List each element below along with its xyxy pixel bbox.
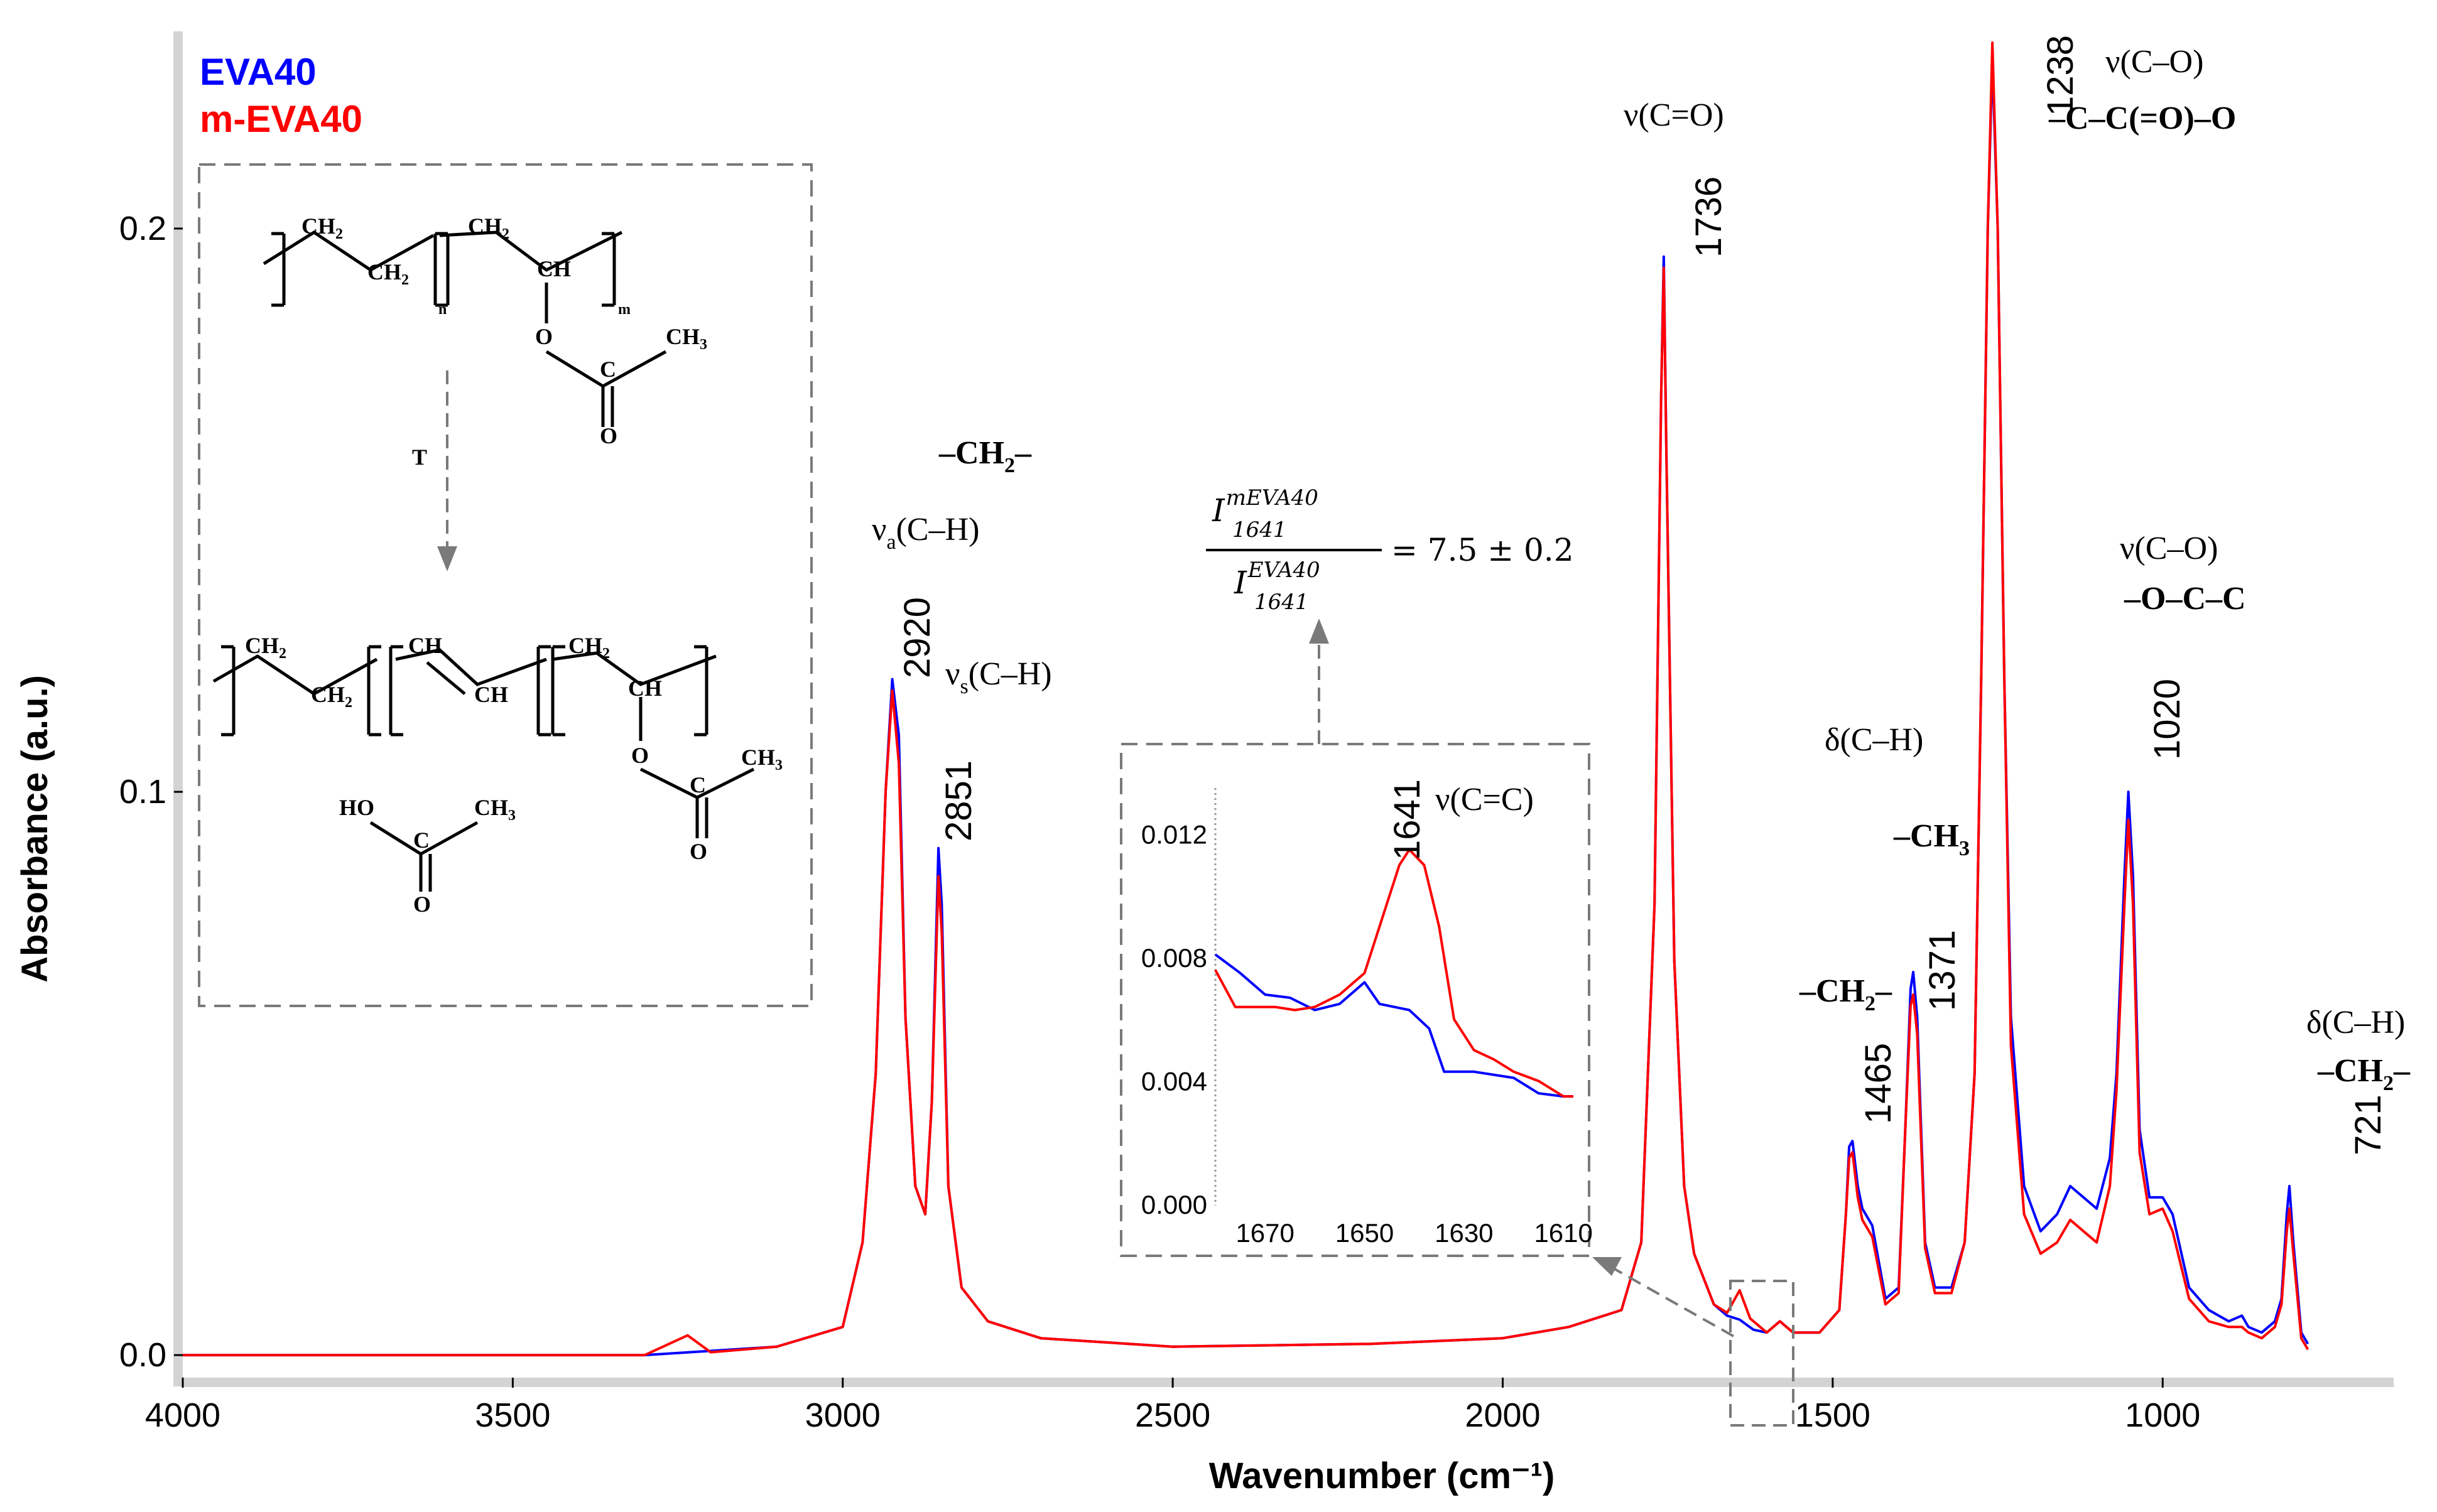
annotation-ester-group: –C–C(=O)–O	[2048, 100, 2236, 136]
scheme-label-ch2-6: CH2	[568, 633, 610, 662]
legend-entry-eva40: EVA40	[200, 51, 317, 93]
scheme-label-ch2-1: CH2	[301, 213, 343, 242]
inset-ticks: 1670 1650 1630 1610 0.000 0.004 0.008 0.012	[1141, 820, 1593, 1248]
annotation-nu-s-ch: νs(C–H)	[945, 656, 1052, 698]
annotation-nu-a-ch: νa(C–H)	[872, 512, 979, 554]
scheme-label-c-1: C	[600, 357, 616, 382]
series-layer	[183, 41, 2309, 1357]
bottom-axis-bar	[183, 1378, 2394, 1387]
annotation-ch2-top: –CH2–	[938, 435, 1032, 477]
peak-labels: 2920 2851 1736 1465 1371 1238 1020 721	[897, 35, 2389, 1155]
scheme-label-o-5: O	[413, 892, 431, 917]
scheme-label-ho: HO	[339, 795, 374, 820]
band-annotations: –CH2– νa(C–H) νs(C–H) ν(C=O) ν(C–O) –C–C…	[872, 44, 2411, 1095]
scheme-heat-arrow	[437, 370, 457, 571]
y-axis-label: Absorbance (a.u.)	[14, 675, 55, 983]
inset-annotation-nu-cc: ν(C=C)	[1435, 782, 1534, 818]
peak-label-1238: 1238	[2040, 35, 2081, 116]
inset-x-tick-label-1610: 1610	[1534, 1218, 1592, 1248]
y-axis-ticks: 0.0 0.1 0.2	[119, 210, 183, 1374]
inset-peak-label-1641: 1641	[1387, 779, 1428, 860]
x-tick-label-3000: 3000	[805, 1396, 881, 1434]
peak-label-2851: 2851	[938, 760, 979, 841]
peak-label-1465: 1465	[1858, 1043, 1899, 1124]
inset-y-tick-label-0.012: 0.012	[1141, 820, 1207, 850]
peak-label-721: 721	[2348, 1094, 2389, 1155]
scheme-label-ch3-2: CH3	[741, 745, 783, 774]
peak-label-2920: 2920	[897, 597, 938, 678]
scheme-label-ch2-3: CH2	[468, 213, 509, 242]
annotation-nu-co-single-1: ν(C–O)	[2105, 44, 2203, 80]
scheme-border	[198, 163, 813, 1007]
inset-x-tick-label-1650: 1650	[1335, 1218, 1394, 1248]
scheme-label-o-4: O	[690, 839, 707, 864]
y-tick-label-0.2: 0.2	[119, 210, 166, 247]
annotation-ch2-right: –CH2–	[2317, 1053, 2411, 1095]
inset-border	[1120, 743, 1590, 1257]
scheme-label-ch2-4: CH2	[245, 633, 286, 662]
inset-x-tick-label-1670: 1670	[1235, 1218, 1294, 1248]
y-tick-label-0.1: 0.1	[119, 773, 166, 811]
scheme-label-ch2-5: CH2	[311, 682, 352, 711]
annotation-nu-co-single-2: ν(C–O)	[2120, 531, 2218, 566]
scheme-label-o-1: O	[535, 324, 553, 349]
peak-label-1371: 1371	[1922, 930, 1963, 1011]
left-axis-bar	[173, 31, 183, 1386]
scheme-label-ch-2: CH	[408, 633, 442, 658]
annotation-ch3: –CH3	[1893, 818, 1970, 860]
peak-label-1736: 1736	[1688, 176, 1729, 257]
x-axis-label: Wavenumber (cm⁻¹)	[1209, 1455, 1555, 1496]
annotation-delta-ch: δ(C–H)	[1825, 722, 1923, 758]
ratio-denominator-sub: 1641	[1254, 590, 1309, 615]
scheme-label-o-3: O	[631, 743, 649, 768]
series-line-m-eva40	[183, 41, 2309, 1357]
ratio-equation: ImEVA40 1641 IEVA40 1641 = 7.5 ± 0.2	[1206, 485, 1574, 744]
annotation-ch2-middle: –CH2–	[1799, 973, 1892, 1015]
scheme-label-ch-3: CH	[474, 682, 508, 707]
ratio-result: = 7.5 ± 0.2	[1391, 532, 1574, 568]
inset-x-tick-label-1630: 1630	[1435, 1218, 1493, 1248]
x-tick-label-2500: 2500	[1135, 1396, 1210, 1434]
reaction-scheme: T CH2 CH2 n CH2 CH m O CH3 C O CH2 CH2 C…	[198, 163, 813, 1007]
x-tick-label-1000: 1000	[2125, 1396, 2200, 1434]
ratio-numerator: ImEVA40	[1212, 485, 1318, 529]
scheme-drawing	[212, 230, 755, 892]
x-tick-label-2000: 2000	[1465, 1396, 1540, 1434]
peak-label-1020: 1020	[2147, 679, 2188, 760]
ratio-denominator: IEVA40	[1234, 558, 1320, 601]
x-axis-ticks: 4000 3500 3000 2500 2000 1500 1000	[145, 1378, 2200, 1434]
x-tick-label-4000: 4000	[145, 1396, 220, 1434]
scheme-label-ch-1: CH	[537, 256, 571, 281]
scheme-label-ch-4: CH	[628, 676, 662, 701]
annotation-ester-group-2: –O–C–C	[2124, 581, 2246, 617]
inset-series-layer	[1214, 848, 1573, 1098]
scheme-label-c-2: C	[690, 772, 706, 797]
x-tick-label-1500: 1500	[1795, 1396, 1870, 1434]
annotation-delta-ch-2: δ(C–H)	[2306, 1005, 2405, 1040]
ratio-numerator-sub: 1641	[1232, 517, 1287, 543]
scheme-label-ch3-1: CH3	[666, 324, 707, 353]
x-tick-label-3500: 3500	[475, 1396, 550, 1434]
legend-entry-m-eva40: m-EVA40	[200, 98, 362, 140]
annotation-nu-co: ν(C=O)	[1624, 97, 1724, 133]
inset-y-tick-label-0.000: 0.000	[1141, 1190, 1207, 1219]
zoom-pointer-line	[1607, 1264, 1734, 1337]
scheme-label-ch3-3: CH3	[474, 795, 516, 824]
inset-y-tick-label-0.004: 0.004	[1141, 1067, 1207, 1096]
scheme-label-heat: T	[412, 445, 427, 470]
inset-series-line-m-eva40	[1214, 848, 1573, 1098]
inset-y-tick-label-0.008: 0.008	[1141, 943, 1207, 973]
scheme-sub-m: m	[618, 301, 631, 318]
scheme-label-o-2: O	[600, 423, 617, 448]
scheme-sub-n: n	[438, 301, 447, 318]
inset-plot: 1670 1650 1630 1610 0.000 0.004 0.008 0.012 164…	[1120, 743, 1593, 1257]
zoom-region-box	[1729, 1280, 1794, 1427]
scheme-label-c-3: C	[413, 828, 430, 853]
y-tick-label-0.0: 0.0	[119, 1336, 166, 1374]
zoom-pointer-head	[1592, 1257, 1622, 1276]
scheme-label-ch2-2: CH2	[367, 259, 409, 288]
inset-series-line-eva40	[1214, 953, 1573, 1098]
